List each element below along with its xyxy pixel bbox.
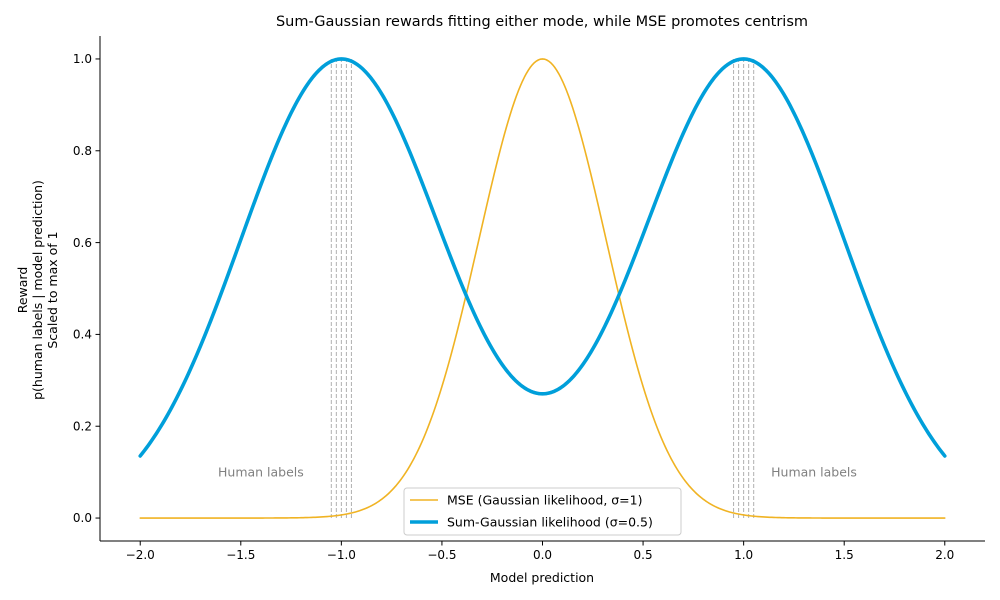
annotation-human-labels: Human labels <box>218 465 304 480</box>
legend-label-sum-gaussian: Sum-Gaussian likelihood (σ=0.5) <box>447 515 653 530</box>
y-axis-label-line-3: Scaled to max of 1 <box>45 231 60 348</box>
x-tick-label: −0.5 <box>427 548 456 562</box>
x-tick-label: 0.5 <box>634 548 653 562</box>
x-tick-label: 1.0 <box>734 548 753 562</box>
x-tick-label: 0.0 <box>533 548 552 562</box>
legend-box <box>403 487 682 536</box>
x-axis-label: Model prediction <box>490 570 594 585</box>
x-tick-label: 2.0 <box>935 548 954 562</box>
x-axis-ticks: −2.0 −1.5 −1.0 −0.5 0.0 0.5 1.0 1.5 2.0 <box>126 541 954 562</box>
human-label-lines <box>330 58 755 519</box>
series-line-sum-gaussian <box>138 57 947 458</box>
legend-label-mse: MSE (Gaussian likelihood, σ=1) <box>447 493 643 508</box>
y-tick-label: 0.0 <box>73 511 92 525</box>
y-tick-label: 0.4 <box>73 328 92 342</box>
legend: MSE (Gaussian likelihood, σ=1) Sum-Gauss… <box>403 487 682 536</box>
x-tick-label: 1.5 <box>835 548 854 562</box>
y-axis-label: Reward p(human labels | model prediction… <box>15 180 60 400</box>
y-tick-label: 1.0 <box>73 52 92 66</box>
y-axis-label-line-1: Reward <box>15 267 30 314</box>
y-tick-label: 0.6 <box>73 236 92 250</box>
y-axis-label-line-2: p(human labels | model prediction) <box>30 180 45 400</box>
y-axis-ticks: 0.0 0.2 0.4 0.6 0.8 1.0 <box>73 52 100 525</box>
series-line-mse <box>139 58 946 519</box>
series-layer <box>138 57 947 519</box>
y-tick-label: 0.2 <box>73 419 92 433</box>
y-tick-label: 0.8 <box>73 144 92 158</box>
x-tick-label: −1.0 <box>327 548 356 562</box>
x-tick-label: −2.0 <box>126 548 155 562</box>
chart-title: Sum-Gaussian rewards fitting either mode… <box>276 14 808 30</box>
annotations: Human labels Human labels <box>218 465 857 480</box>
x-tick-label: −1.5 <box>226 548 255 562</box>
annotation-human-labels: Human labels <box>771 465 857 480</box>
